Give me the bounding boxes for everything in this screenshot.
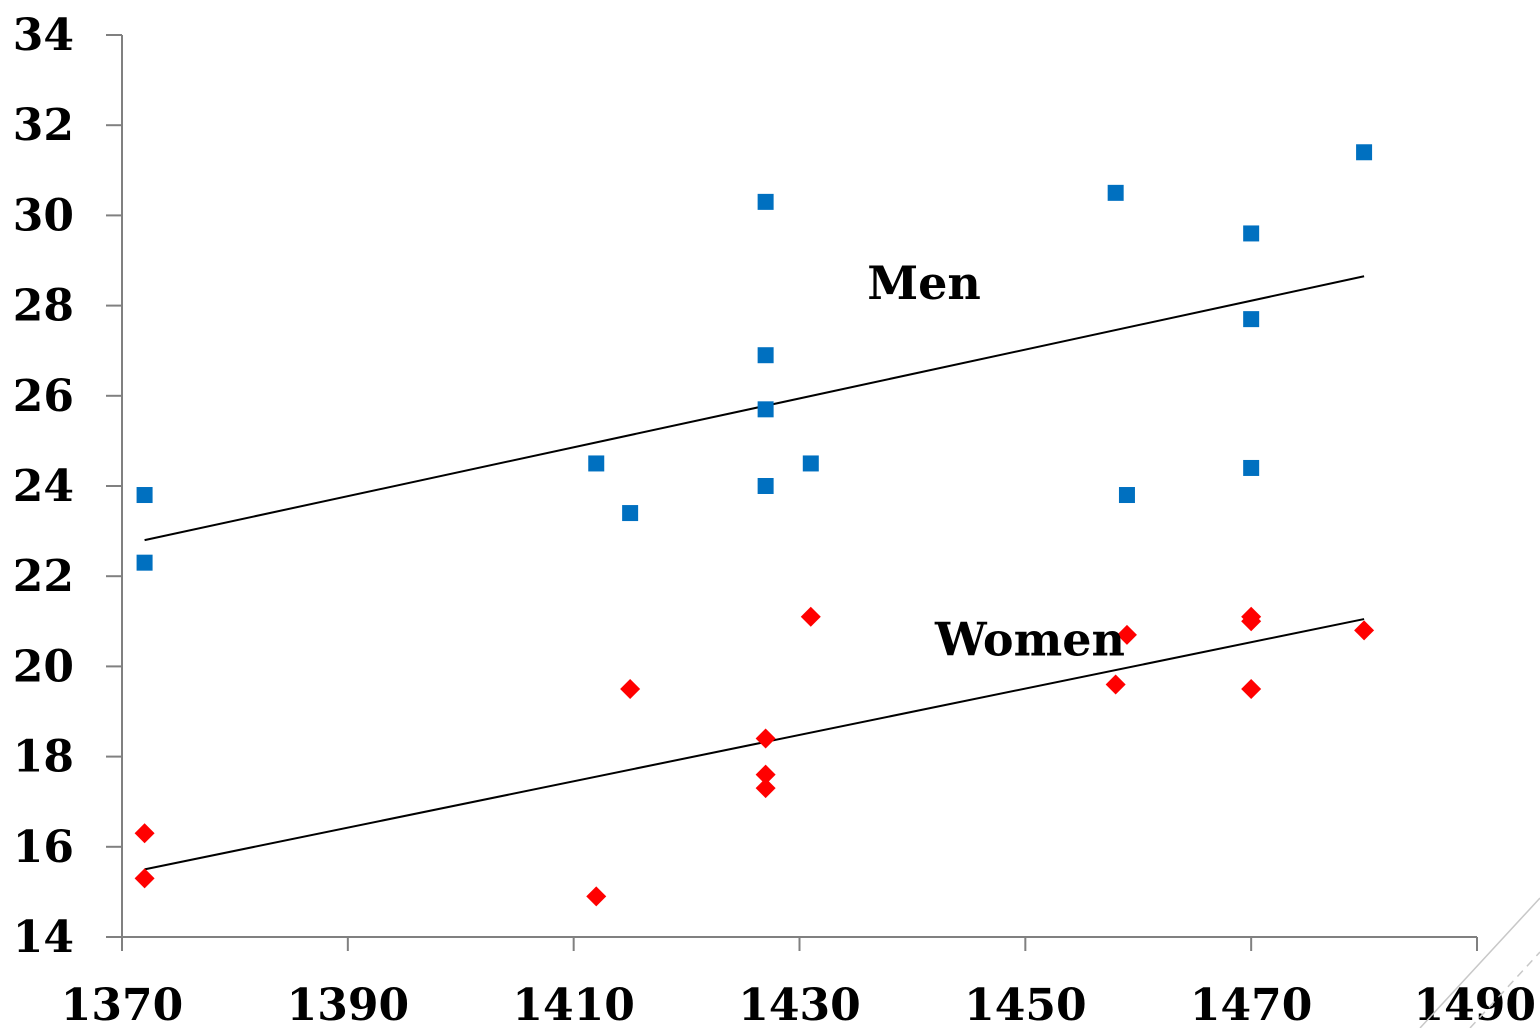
men-trendline <box>144 275 1365 542</box>
y-tick-label: 20 <box>13 641 74 692</box>
men-data-point <box>757 401 774 418</box>
men-data-point <box>136 554 153 571</box>
women-data-point <box>1105 674 1126 695</box>
x-tick-label: 1390 <box>287 980 409 1028</box>
women-data-point <box>134 868 155 889</box>
y-tick-label: 18 <box>13 732 74 783</box>
y-tick-label: 16 <box>13 822 74 873</box>
trendlines <box>144 275 1365 871</box>
men-data-point <box>757 478 774 494</box>
men-data-point <box>1243 311 1260 328</box>
men-data-point <box>1107 184 1124 201</box>
x-tick-label: 1370 <box>61 980 183 1028</box>
men-data-point <box>1243 459 1260 476</box>
men-data-point <box>757 347 774 364</box>
men-data-point <box>588 455 605 472</box>
y-tick-label: 26 <box>13 371 74 422</box>
data-markers <box>134 144 1375 907</box>
y-tick-label: 34 <box>13 10 74 61</box>
men-data-point <box>136 487 153 504</box>
y-tick-label: 30 <box>13 190 74 241</box>
men-data-point <box>1243 225 1260 242</box>
y-tick-label: 32 <box>13 100 74 151</box>
women-series-label: Women <box>934 612 1125 666</box>
y-tick-label: 24 <box>13 461 74 512</box>
women-data-point <box>755 778 776 799</box>
men-data-point <box>1356 144 1373 161</box>
x-tick-label: 1490 <box>1414 980 1536 1028</box>
x-tick-label: 1470 <box>1190 980 1312 1028</box>
women-data-point <box>134 823 155 844</box>
y-tick-label: 14 <box>13 912 74 963</box>
women-data-point <box>1116 624 1137 645</box>
women-data-point <box>1354 620 1375 641</box>
x-tick-label: 1410 <box>512 980 634 1028</box>
men-data-point <box>1118 487 1135 504</box>
corner-decoration <box>1419 897 1540 1028</box>
y-tick-label: 22 <box>13 551 74 602</box>
series-labels: Men Women <box>867 256 1125 666</box>
men-data-point <box>622 505 639 522</box>
women-trendline <box>144 618 1365 871</box>
women-data-point <box>800 606 821 627</box>
women-data-point <box>620 678 641 699</box>
axes: 14 16 18 20 22 24 26 28 30 32 34 1370 1390 1410 1430 14… <box>13 10 1536 1028</box>
women-data-point <box>755 728 776 749</box>
women-data-point <box>755 764 776 785</box>
women-data-point <box>586 886 607 907</box>
men-data-point <box>802 455 819 472</box>
y-tick-label: 28 <box>13 281 74 332</box>
men-series-label: Men <box>867 256 981 310</box>
x-tick-label: 1430 <box>738 980 860 1028</box>
men-data-point <box>757 193 774 210</box>
women-data-point <box>1241 611 1262 632</box>
x-tick-label: 1450 <box>964 980 1086 1028</box>
women-data-point <box>1241 678 1262 699</box>
